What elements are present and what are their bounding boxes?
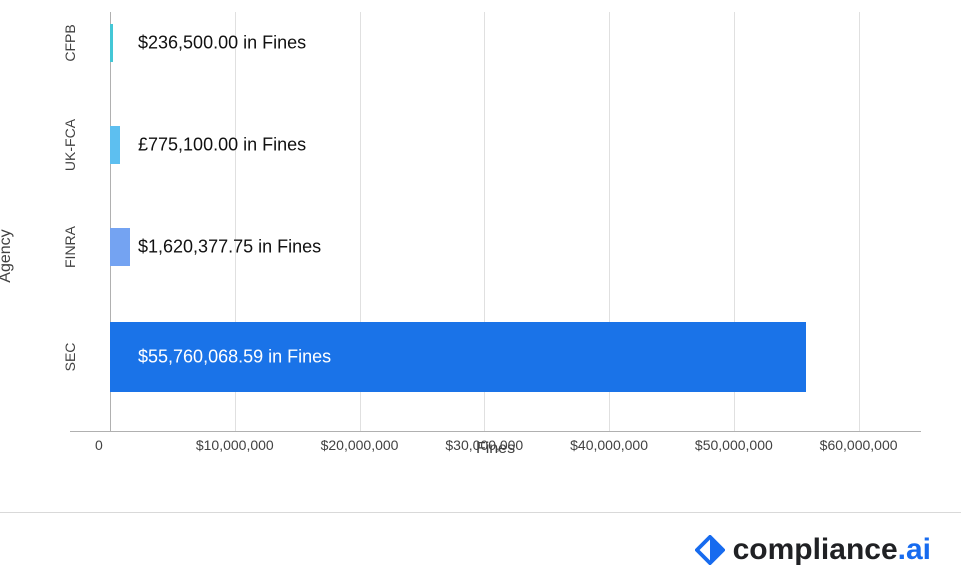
footer: compliance.ai xyxy=(0,512,961,581)
logo: compliance.ai xyxy=(695,533,931,567)
bar-row: UK-FCA£775,100.00 in Fines xyxy=(110,118,921,172)
bar xyxy=(110,126,120,164)
y-tick-label: UK-FCA xyxy=(62,119,78,171)
x-tick-zero: 0 xyxy=(95,437,103,453)
bar-value-label: $55,760,068.59 in Fines xyxy=(138,347,331,368)
x-tick-label: $30,000,000 xyxy=(445,437,523,453)
x-tick-label: $60,000,000 xyxy=(820,437,898,453)
bar-value-label: $236,500.00 in Fines xyxy=(138,33,306,54)
plot-area: 0 $10,000,000$20,000,000$30,000,000$40,0… xyxy=(70,12,921,432)
y-axis-title: Agency xyxy=(0,229,15,282)
logo-text: compliance.ai xyxy=(733,533,931,567)
chart-area: Agency 0 $10,000,000$20,000,000$30,000,0… xyxy=(0,0,961,512)
bar-value-label: £775,100.00 in Fines xyxy=(138,135,306,156)
x-tick-label: $40,000,000 xyxy=(570,437,648,453)
bar-row: SEC$55,760,068.59 in Fines xyxy=(110,322,921,392)
bar-value-label: $1,620,377.75 in Fines xyxy=(138,237,321,258)
y-tick-label: FINRA xyxy=(62,226,78,268)
x-tick-label: $50,000,000 xyxy=(695,437,773,453)
bar-row: CFPB$236,500.00 in Fines xyxy=(110,16,921,70)
y-tick-label: CFPB xyxy=(62,24,78,61)
x-tick-label: $20,000,000 xyxy=(321,437,399,453)
logo-text-main: compliance xyxy=(733,533,898,566)
logo-text-accent: .ai xyxy=(898,533,931,566)
x-tick-label: $10,000,000 xyxy=(196,437,274,453)
bar-row: FINRA$1,620,377.75 in Fines xyxy=(110,220,921,274)
bar xyxy=(110,228,130,266)
y-tick-label: SEC xyxy=(62,343,78,372)
bar xyxy=(110,24,113,62)
compliance-logo-icon xyxy=(695,535,725,565)
